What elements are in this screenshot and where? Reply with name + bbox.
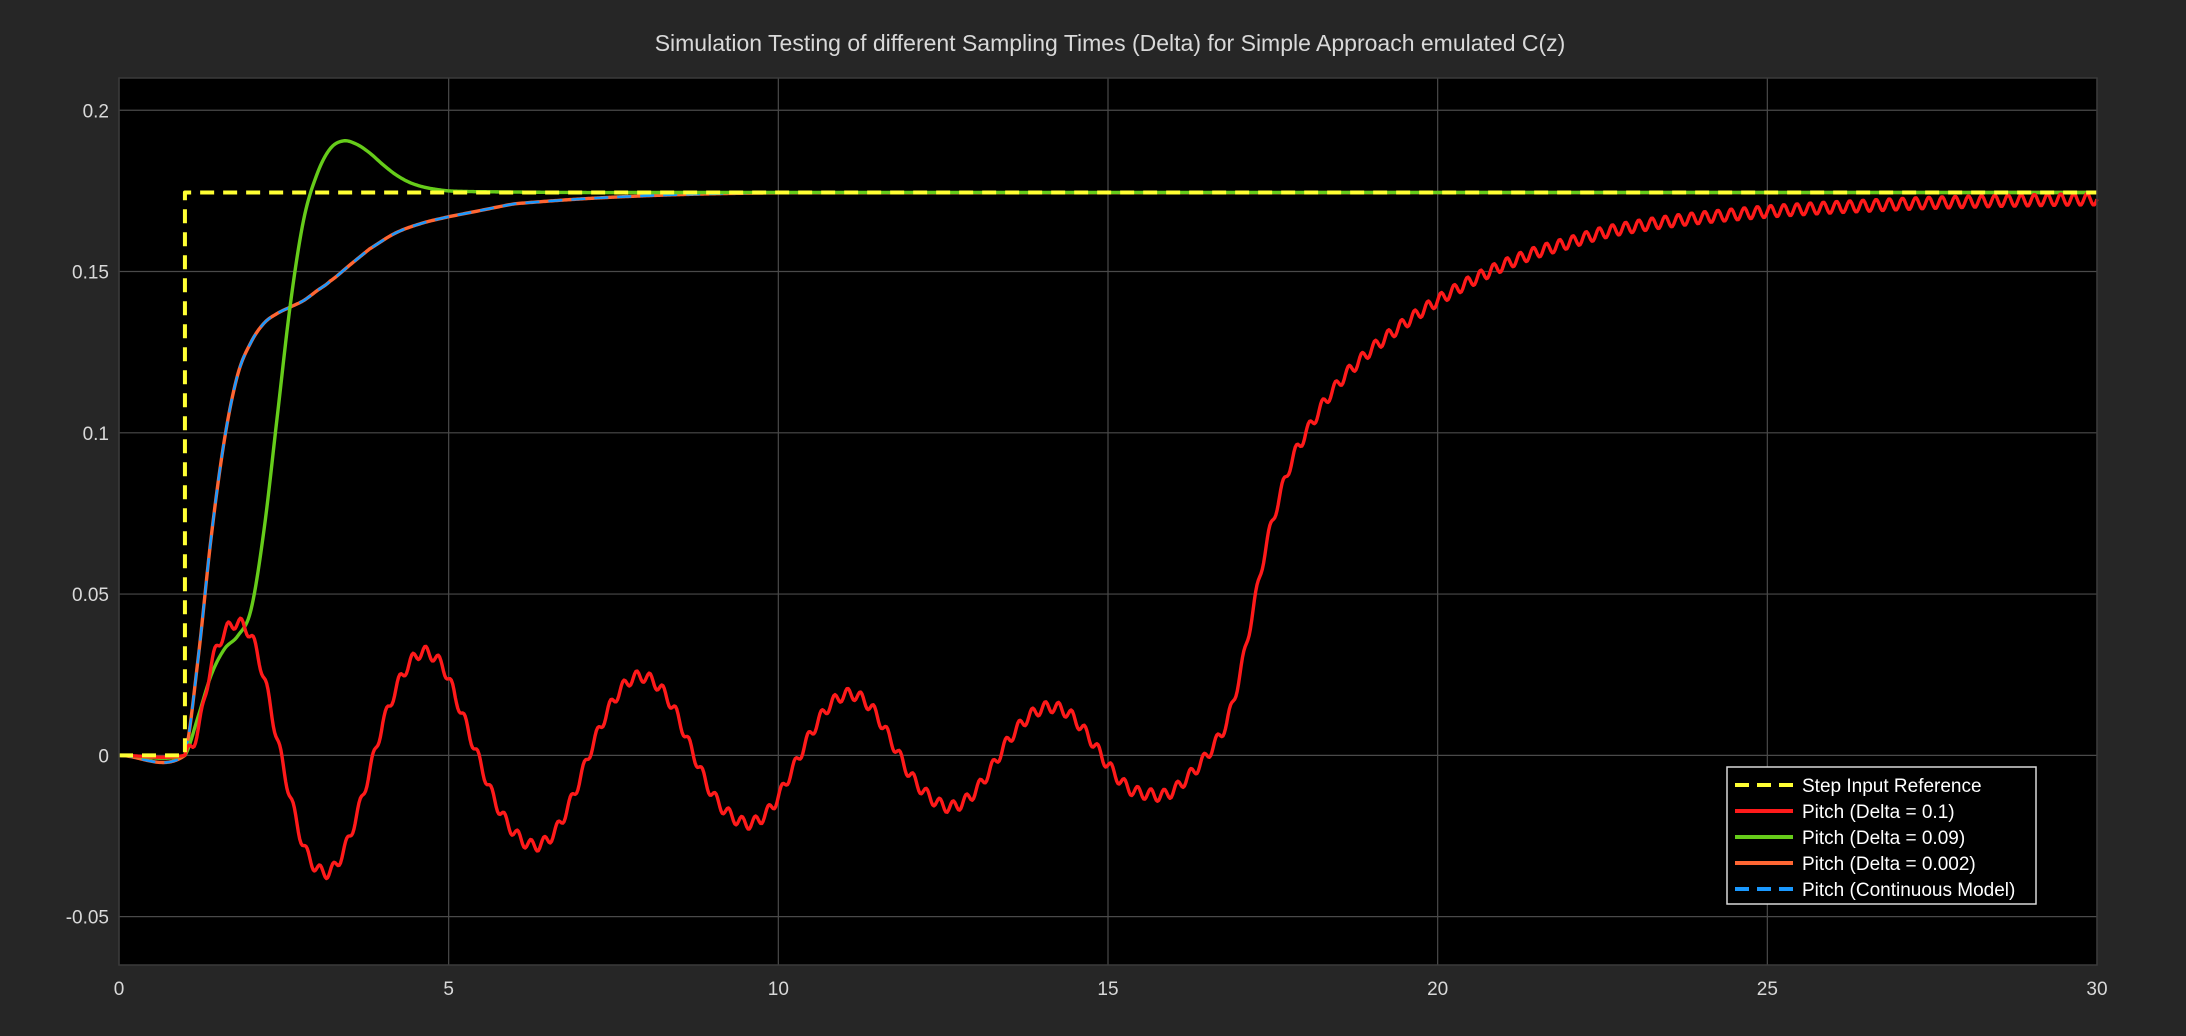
legend-label: Step Input Reference (1802, 776, 1982, 797)
x-tick-label: 10 (768, 979, 789, 1000)
legend: Step Input Reference Pitch (Delta = 0.1) P… (1726, 766, 2037, 905)
legend-label: Pitch (Delta = 0.09) (1802, 828, 1965, 849)
y-tick-label: -0.05 (66, 908, 109, 929)
legend-label: Pitch (Continuous Model) (1802, 880, 2015, 901)
y-tick-label: 0.1 (83, 424, 109, 445)
x-tick-label: 25 (1757, 979, 1778, 1000)
axis-ticks: 0 5 10 15 20 25 30 -0.05 0 0.05 0.1 0.15 0.2 (66, 101, 2108, 1000)
x-tick-label: 30 (2086, 979, 2107, 1000)
data-series (118, 139, 2099, 881)
legend-label: Pitch (Delta = 0.002) (1802, 854, 1976, 875)
chart-title: Simulation Testing of different Sampling… (655, 30, 1566, 56)
legend-label: Pitch (Delta = 0.1) (1802, 802, 1955, 823)
y-tick-label: 0.2 (83, 101, 109, 122)
x-tick-label: 5 (443, 979, 454, 1000)
x-tick-label: 0 (114, 979, 125, 1000)
y-tick-label: 0 (98, 746, 109, 767)
series-line-1 (118, 192, 2099, 881)
series-line-0 (119, 190, 2097, 758)
y-tick-label: 0.05 (72, 585, 109, 606)
x-tick-label: 15 (1097, 979, 1118, 1000)
y-tick-label: 0.15 (72, 263, 109, 284)
plot-frame (118, 77, 2098, 966)
x-tick-label: 20 (1427, 979, 1448, 1000)
